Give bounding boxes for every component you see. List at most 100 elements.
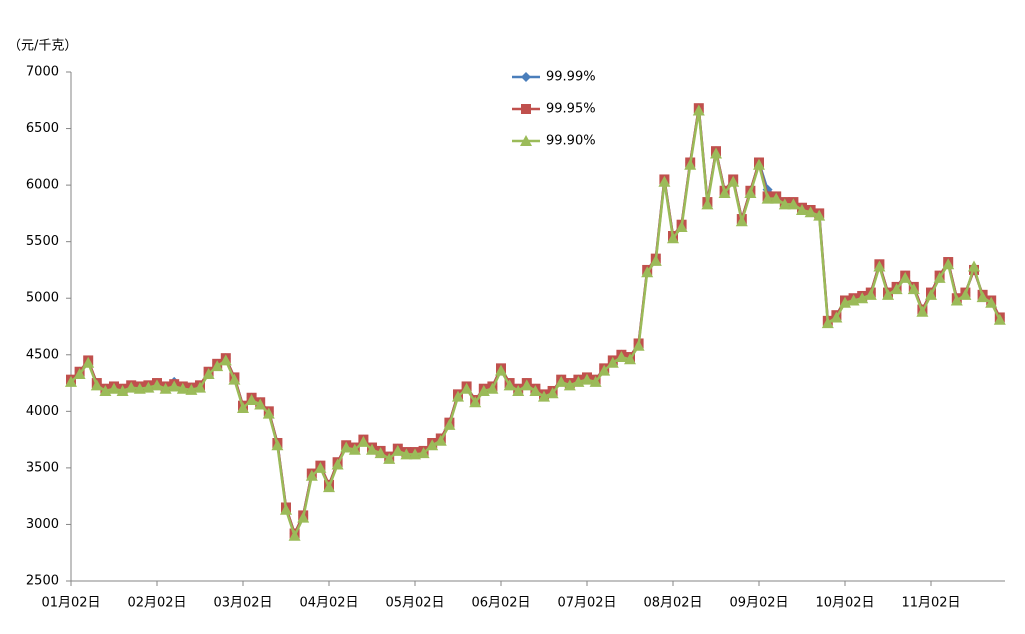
marker	[486, 382, 499, 394]
marker	[469, 396, 482, 408]
marker	[727, 175, 740, 187]
marker	[770, 192, 783, 204]
marker	[735, 215, 748, 227]
series	[66, 103, 1005, 539]
marker	[615, 351, 628, 363]
x-tick-label: 06月02日	[471, 596, 530, 611]
marker	[228, 373, 241, 385]
x-tick-label: 09月02日	[729, 596, 788, 611]
marker	[710, 147, 722, 159]
marker	[821, 317, 834, 329]
y-tick-label: 5500	[26, 234, 59, 249]
x-tick-label: 05月02日	[385, 596, 444, 611]
marker	[417, 447, 430, 459]
x-tick-label: 08月02日	[643, 596, 702, 611]
marker	[581, 373, 593, 385]
marker	[512, 384, 525, 396]
marker	[434, 434, 447, 446]
line	[70, 108, 1001, 537]
marker	[968, 260, 980, 272]
marker	[262, 407, 275, 419]
marker	[323, 481, 335, 493]
y-axis-unit: （元/千克）	[8, 39, 77, 54]
marker	[950, 294, 963, 306]
marker	[830, 311, 843, 323]
marker	[667, 232, 679, 244]
marker	[873, 260, 886, 272]
marker	[813, 209, 826, 221]
marker	[692, 104, 705, 116]
marker	[90, 379, 103, 391]
marker	[649, 254, 662, 266]
marker	[933, 271, 946, 283]
marker	[348, 443, 361, 455]
marker	[288, 529, 301, 541]
marker	[391, 444, 404, 456]
marker	[899, 271, 912, 283]
marker	[864, 288, 877, 300]
marker	[297, 511, 310, 523]
marker	[521, 104, 531, 114]
marker	[133, 382, 146, 394]
marker	[555, 375, 568, 387]
marker	[116, 384, 129, 396]
marker	[357, 435, 370, 447]
marker	[374, 447, 387, 459]
legend-label: 99.99%	[546, 70, 596, 85]
marker	[237, 401, 249, 413]
marker	[744, 187, 757, 199]
y-tick-label: 3500	[26, 460, 59, 475]
marker	[82, 356, 95, 368]
marker	[73, 368, 86, 380]
marker	[546, 387, 559, 399]
marker	[314, 461, 327, 473]
marker	[761, 192, 774, 204]
x-tick-label: 11月02日	[901, 596, 960, 611]
marker	[108, 382, 120, 394]
marker	[538, 390, 550, 402]
marker	[993, 313, 1006, 325]
marker	[701, 198, 714, 210]
marker	[125, 381, 138, 393]
marker	[271, 439, 284, 451]
x-tick-label: 03月02日	[213, 596, 272, 611]
y-tick-label: 5000	[26, 291, 59, 306]
marker	[675, 220, 688, 232]
marker	[942, 258, 955, 270]
marker	[778, 198, 791, 210]
marker	[976, 291, 989, 303]
marker	[194, 381, 206, 393]
x-tick-label: 07月02日	[557, 596, 616, 611]
marker	[718, 187, 731, 199]
y-tick-label: 6500	[26, 121, 59, 136]
line	[70, 110, 1001, 540]
marker	[340, 441, 353, 453]
marker	[409, 448, 421, 460]
marker	[804, 206, 817, 218]
marker	[890, 283, 903, 295]
marker	[684, 158, 697, 170]
marker	[521, 72, 531, 82]
marker	[520, 135, 532, 146]
legend-label: 99.90%	[546, 134, 596, 149]
marker	[245, 394, 258, 406]
marker	[65, 375, 77, 387]
marker	[400, 448, 413, 460]
marker	[426, 439, 439, 451]
marker	[632, 339, 645, 351]
y-tick-label: 4000	[26, 404, 59, 419]
marker	[753, 158, 765, 170]
y-tick-label: 3000	[26, 517, 59, 532]
marker	[151, 379, 163, 391]
marker	[254, 398, 267, 410]
marker	[202, 368, 215, 380]
y-tick-label: 4500	[26, 347, 59, 362]
marker	[503, 379, 516, 391]
marker	[563, 379, 576, 391]
series	[66, 103, 1005, 539]
marker	[658, 175, 671, 187]
y-tick-label: 6000	[26, 178, 59, 193]
x-tick-label: 04月02日	[299, 596, 358, 611]
marker	[985, 296, 998, 308]
